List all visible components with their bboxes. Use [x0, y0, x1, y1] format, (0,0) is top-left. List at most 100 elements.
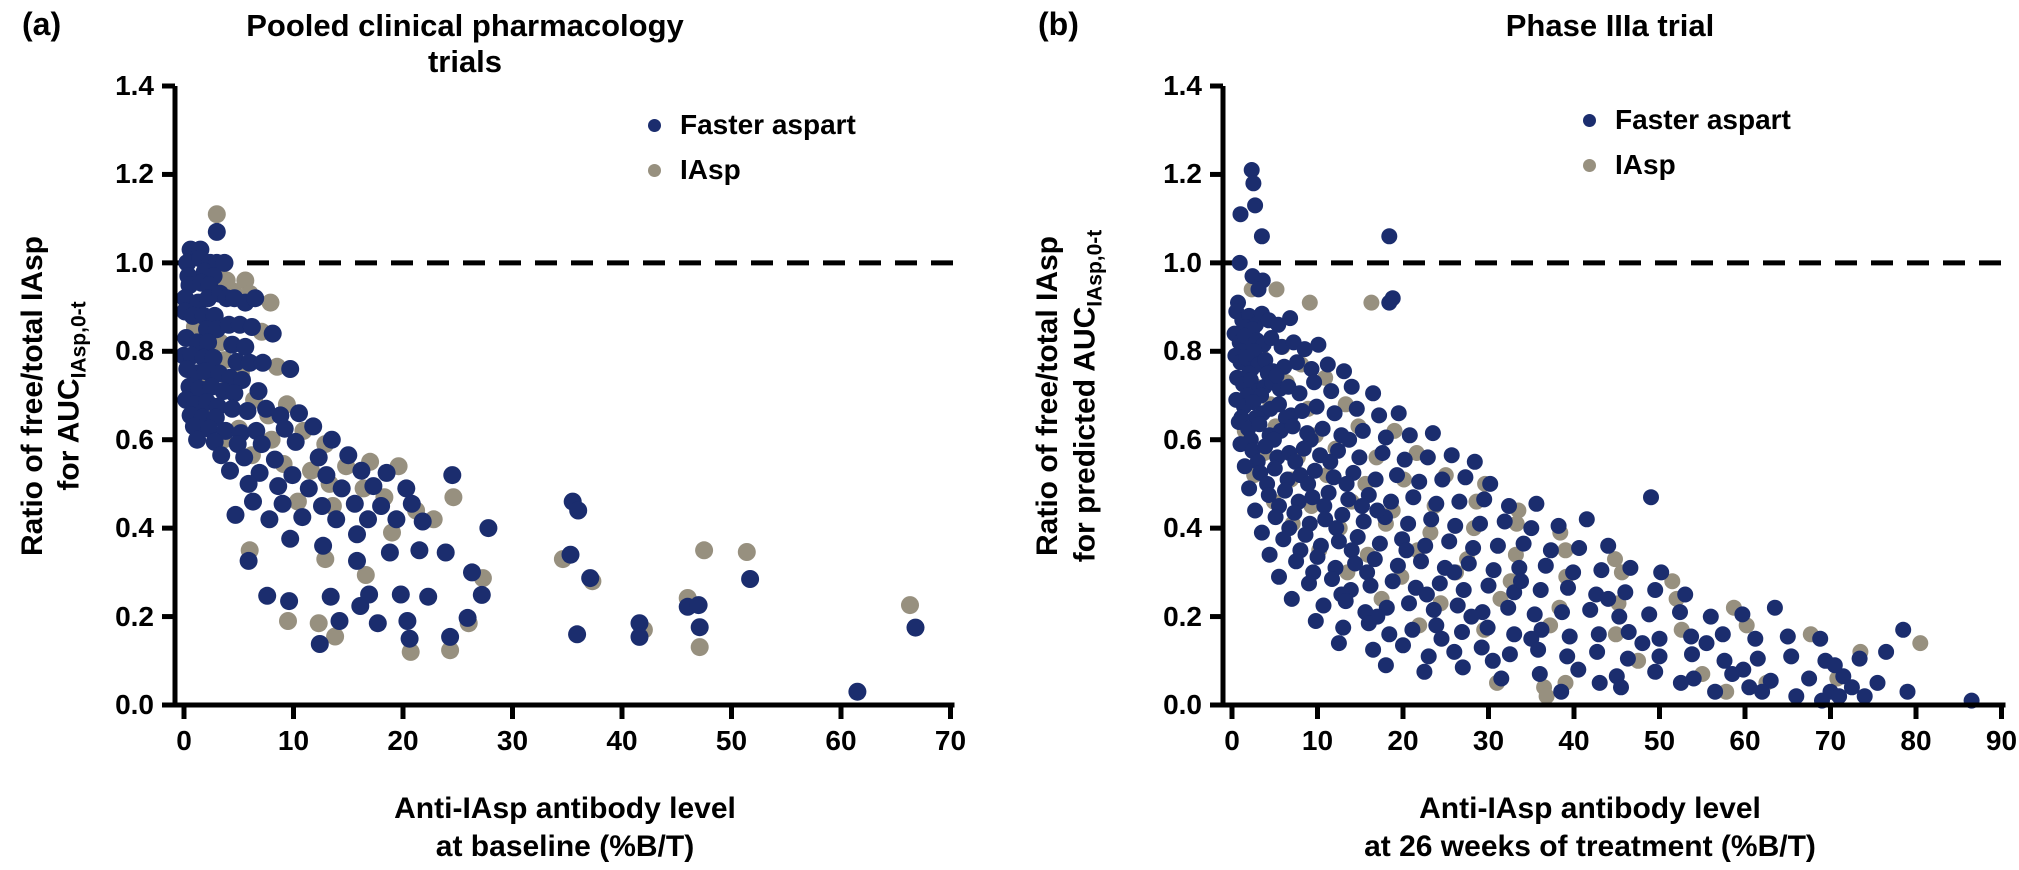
data-point [387, 510, 406, 529]
data-point [1320, 484, 1337, 501]
data-point [1260, 487, 1277, 503]
data-point [1619, 650, 1636, 667]
data-point [1316, 498, 1333, 514]
x-tick-label: 70 [1814, 725, 1847, 756]
panel-b-letter: (b) [1038, 6, 1079, 42]
data-point [327, 510, 346, 529]
data-point [316, 550, 335, 569]
data-point [1323, 383, 1340, 400]
iasp-dot-icon [1583, 158, 1596, 172]
data-point [1389, 467, 1405, 484]
data-point [1422, 524, 1439, 541]
data-point [286, 432, 305, 451]
data-point [1718, 683, 1735, 700]
data-point [1542, 542, 1559, 559]
x-tick-label: 90 [1985, 725, 2018, 756]
y-tick-label: 1.0 [1163, 246, 1202, 278]
panel-a-legend-label-iasp: IAsp [680, 154, 741, 185]
data-point [348, 525, 366, 544]
data-point [1441, 533, 1458, 550]
data-point [1351, 449, 1368, 466]
data-point [1463, 608, 1480, 625]
data-point [1428, 617, 1445, 634]
data-point [1434, 471, 1451, 488]
data-point [1651, 630, 1668, 647]
x-tick-label: 10 [1301, 725, 1334, 756]
data-point [1291, 385, 1308, 402]
data-point [741, 570, 760, 588]
data-point [309, 614, 328, 633]
data-point [1851, 650, 1868, 667]
data-point [1754, 683, 1771, 700]
data-point [400, 629, 419, 648]
panel-b-x-axis-label-line1: Anti-IAsp antibody level [1419, 792, 1761, 825]
data-point [391, 585, 410, 604]
x-tick-label: 60 [825, 725, 857, 756]
data-point [581, 569, 600, 588]
data-point [352, 461, 371, 480]
data-point [299, 479, 318, 498]
y-tick-label: 1.4 [1163, 70, 1202, 101]
data-point [246, 289, 265, 308]
data-point [1550, 517, 1567, 534]
data-point [348, 551, 366, 570]
data-point [1348, 400, 1365, 417]
data-point [472, 585, 491, 604]
data-point [1401, 427, 1418, 444]
data-point [1912, 635, 1929, 652]
data-point [314, 536, 333, 555]
data-point [260, 510, 279, 529]
data-point [1347, 555, 1364, 572]
data-point [1277, 482, 1293, 499]
data-point [1672, 604, 1688, 621]
data-point [1643, 489, 1659, 506]
data-point [239, 551, 258, 570]
data-point [1365, 641, 1382, 658]
data-point [1377, 429, 1394, 446]
data-point [356, 566, 375, 584]
data-point [1232, 436, 1249, 453]
data-point [1620, 624, 1637, 640]
data-point [332, 479, 351, 498]
data-point [1381, 626, 1398, 643]
data-point [1287, 453, 1304, 470]
data-point [304, 417, 323, 436]
data-point [326, 627, 345, 646]
data-point [1511, 559, 1528, 576]
data-point [1560, 579, 1576, 596]
data-point [1247, 502, 1264, 519]
data-point [1622, 559, 1639, 576]
data-point [1591, 674, 1608, 691]
data-point [1451, 493, 1468, 510]
data-point [279, 612, 297, 630]
data-point [1762, 672, 1779, 689]
data-point [1683, 628, 1700, 645]
data-point [188, 430, 207, 449]
data-point [360, 585, 379, 604]
data-point [630, 627, 649, 646]
data-point [1532, 582, 1549, 598]
data-point [269, 477, 288, 496]
panel-a-x-axis-label-line2: at baseline (%B/T) [435, 830, 695, 863]
panel-b-title: Phase IIIa trial [1505, 8, 1715, 43]
series-points-faster-aspart [1226, 162, 1980, 709]
data-point [1611, 608, 1628, 625]
data-point [1398, 542, 1415, 559]
y-tick-label: 1.2 [115, 158, 154, 190]
data-point [227, 352, 246, 371]
data-point [283, 466, 302, 485]
data-point [1349, 529, 1366, 545]
series-points-faster-aspart [175, 222, 925, 701]
data-point [1371, 535, 1388, 552]
iasp-dot-icon [648, 163, 661, 177]
data-point [1664, 573, 1681, 590]
data-point [1501, 646, 1518, 663]
data-point [463, 563, 481, 582]
data-point [1245, 175, 1262, 192]
data-point [1588, 586, 1605, 603]
panel-b-legend: Faster aspart IAsp [1583, 100, 1791, 185]
data-point [1473, 639, 1490, 656]
data-point [226, 505, 245, 524]
data-point [1570, 661, 1587, 678]
